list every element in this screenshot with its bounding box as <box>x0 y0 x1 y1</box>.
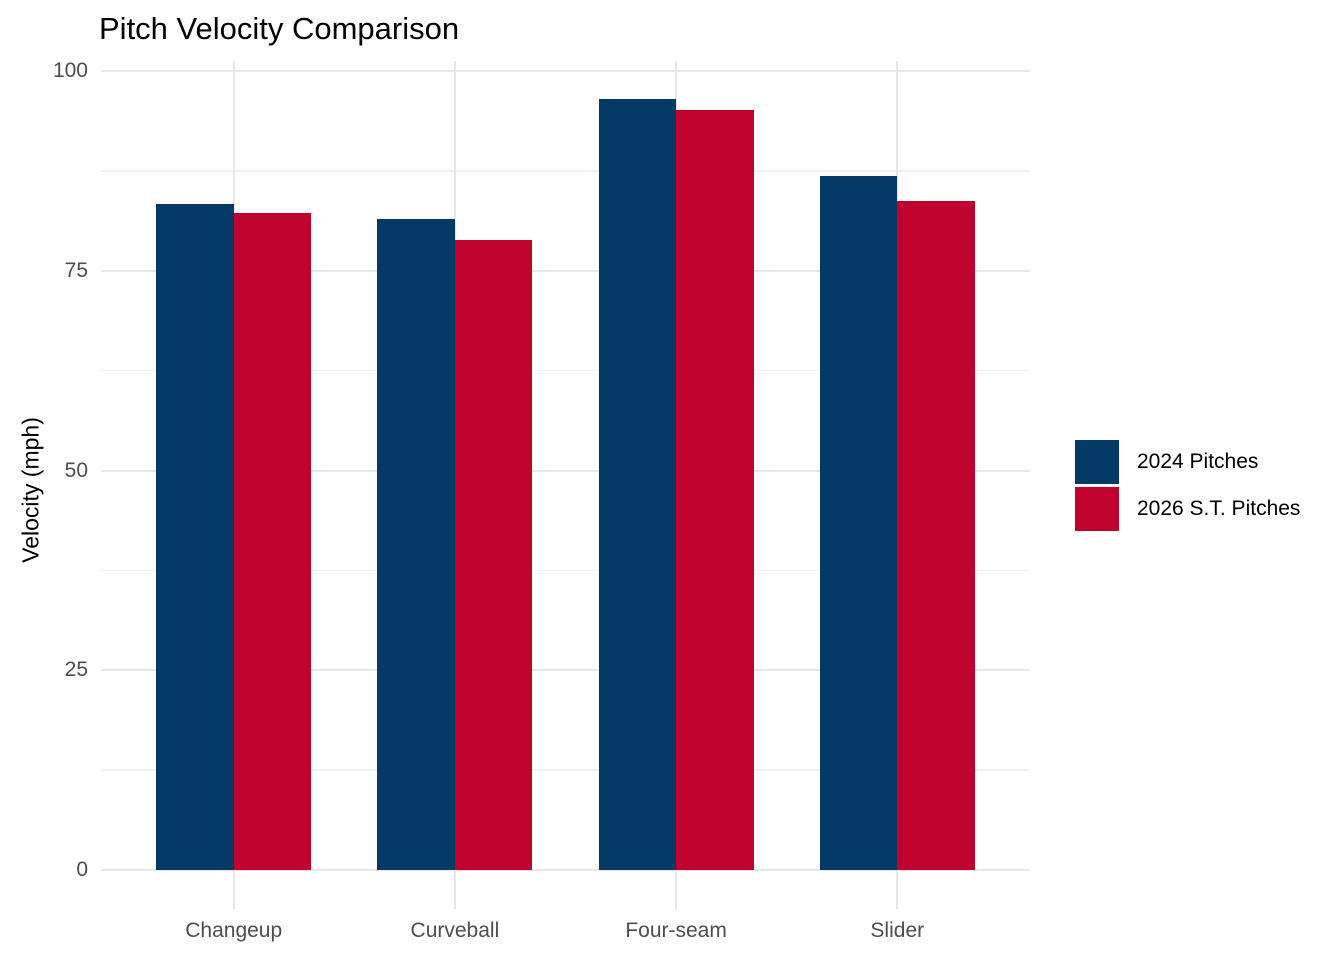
y-axis-tick-label: 100 <box>52 59 88 82</box>
gridline-horizontal-major <box>101 669 1030 672</box>
bar-changeup-series1 <box>156 203 234 870</box>
y-axis-tick-label: 75 <box>64 258 88 282</box>
gridline-horizontal-minor <box>101 769 1030 771</box>
gridline-horizontal-major <box>101 469 1030 472</box>
y-axis-tick-label: 0 <box>76 858 88 881</box>
legend-key-swatch <box>1075 440 1119 484</box>
gridline-horizontal-minor <box>101 569 1030 572</box>
y-axis-tick-label: 50 <box>64 458 88 482</box>
gridline-horizontal-major <box>101 70 1030 72</box>
gridline-horizontal-minor <box>101 369 1030 372</box>
legend-item: 2026 S.T. Pitches <box>1075 487 1300 531</box>
legend-label: 2026 S.T. Pitches <box>1137 497 1301 520</box>
x-axis-tick-label: Changeup <box>185 919 283 942</box>
legend-key-swatch <box>1075 487 1119 531</box>
y-axis-title: Velocity (mph) <box>17 417 44 563</box>
bar-changeup-series2 <box>233 213 312 870</box>
legend-label: 2024 Pitches <box>1137 450 1259 473</box>
y-axis-tick-label: 25 <box>64 658 88 682</box>
bar-curveball-series1 <box>377 218 455 870</box>
gridline-horizontal-major <box>101 269 1030 272</box>
legend-item: 2024 Pitches <box>1075 440 1300 484</box>
gridline-horizontal-minor <box>101 170 1030 172</box>
chart-title: Pitch Velocity Comparison <box>99 11 460 46</box>
x-axis-tick-label: Four-seam <box>625 919 727 942</box>
bar-four-seam-series2 <box>676 110 754 870</box>
x-axis-tick-label: Curveball <box>410 919 500 942</box>
bar-curveball-series2 <box>454 239 533 870</box>
x-axis-tick-label: Slider <box>870 919 925 942</box>
legend: 2024 Pitches 2026 S.T. Pitches <box>1075 440 1300 534</box>
bar-slider-series1 <box>819 176 898 870</box>
gridline-horizontal-major <box>101 869 1030 871</box>
bar-slider-series2 <box>897 201 975 870</box>
bar-four-seam-series1 <box>598 98 677 870</box>
